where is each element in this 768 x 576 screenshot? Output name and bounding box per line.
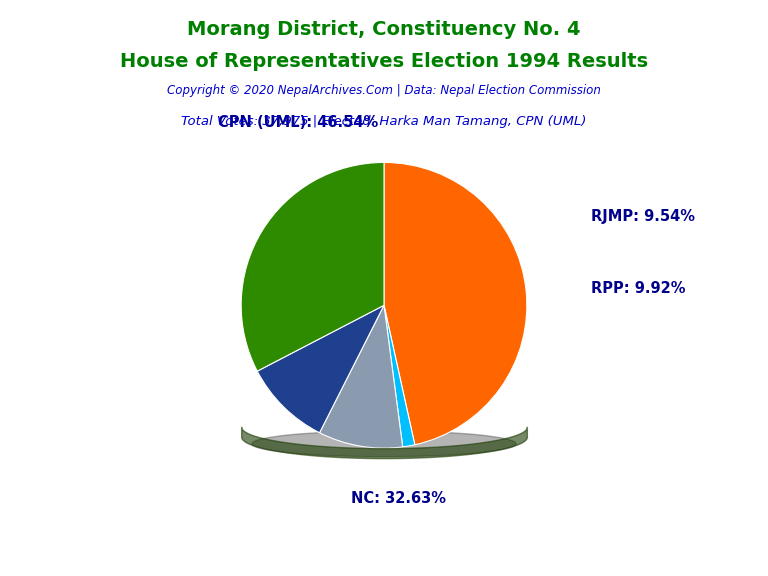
Text: Copyright © 2020 NepalArchives.Com | Data: Nepal Election Commission: Copyright © 2020 NepalArchives.Com | Dat… [167, 84, 601, 97]
Text: NC: 32.63%: NC: 32.63% [351, 491, 445, 506]
Wedge shape [384, 305, 415, 447]
Text: RPP: 9.92%: RPP: 9.92% [591, 281, 686, 295]
Text: Total Votes: 37,975 | Elected: Harka Man Tamang, CPN (UML): Total Votes: 37,975 | Elected: Harka Man… [181, 115, 587, 128]
Wedge shape [257, 305, 384, 433]
Wedge shape [384, 162, 527, 445]
Wedge shape [241, 162, 384, 371]
Text: CPN (UML): 46.54%: CPN (UML): 46.54% [218, 115, 379, 130]
Text: Morang District, Constituency No. 4: Morang District, Constituency No. 4 [187, 20, 581, 39]
Text: RJMP: 9.54%: RJMP: 9.54% [591, 209, 695, 224]
Ellipse shape [252, 431, 516, 457]
Text: House of Representatives Election 1994 Results: House of Representatives Election 1994 R… [120, 52, 648, 71]
Wedge shape [319, 305, 402, 448]
